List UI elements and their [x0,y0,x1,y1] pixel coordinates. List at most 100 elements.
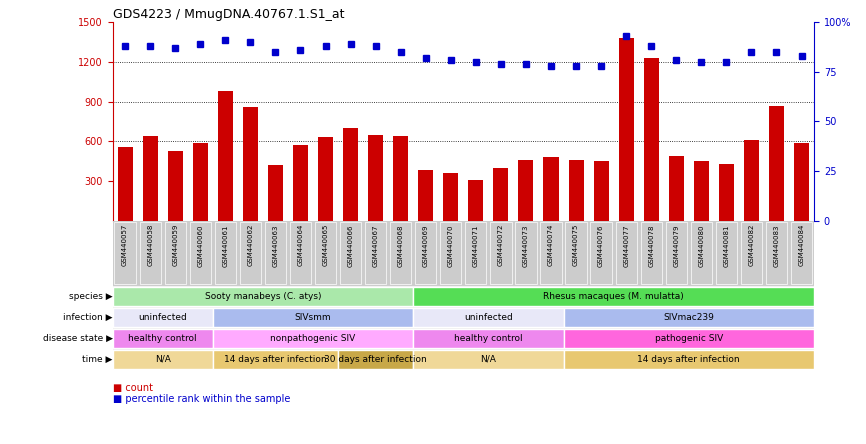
Bar [544,157,559,221]
FancyBboxPatch shape [490,222,512,284]
Text: N/A: N/A [155,355,171,364]
FancyBboxPatch shape [591,222,611,284]
FancyBboxPatch shape [290,222,311,284]
FancyBboxPatch shape [564,349,814,369]
Text: 14 days after infection: 14 days after infection [224,355,326,364]
FancyBboxPatch shape [113,329,213,348]
FancyBboxPatch shape [666,222,687,284]
FancyBboxPatch shape [413,308,564,327]
FancyBboxPatch shape [139,222,161,284]
FancyBboxPatch shape [515,222,537,284]
Text: GSM440062: GSM440062 [248,224,254,266]
Text: GSM440058: GSM440058 [147,224,153,266]
Text: GSM440074: GSM440074 [548,224,554,266]
Bar [469,180,483,221]
Text: GSM440063: GSM440063 [273,224,278,266]
Bar [744,140,759,221]
FancyBboxPatch shape [113,308,213,327]
FancyBboxPatch shape [691,222,712,284]
FancyBboxPatch shape [265,222,286,284]
Text: GSM440067: GSM440067 [372,224,378,266]
Text: GSM440075: GSM440075 [573,224,579,266]
Text: 30 days after infection: 30 days after infection [324,355,427,364]
Text: infection ▶: infection ▶ [63,313,113,321]
Bar [318,137,333,221]
Text: healthy control: healthy control [454,334,523,343]
Text: GSM440069: GSM440069 [423,224,429,266]
Text: ■ percentile rank within the sample: ■ percentile rank within the sample [113,394,290,404]
Bar [118,147,132,221]
Text: Rhesus macaques (M. mulatta): Rhesus macaques (M. mulatta) [543,292,684,301]
Text: GSM440068: GSM440068 [397,224,404,266]
Bar [193,143,208,221]
Text: GSM440083: GSM440083 [773,224,779,266]
FancyBboxPatch shape [415,222,436,284]
Text: GSM440084: GSM440084 [798,224,805,266]
Text: GSM440059: GSM440059 [172,224,178,266]
FancyBboxPatch shape [616,222,637,284]
Bar [443,173,458,221]
FancyBboxPatch shape [338,349,413,369]
Bar [719,164,734,221]
Text: GSM440071: GSM440071 [473,224,479,266]
Text: disease state ▶: disease state ▶ [42,334,113,343]
FancyBboxPatch shape [215,222,236,284]
Bar [568,160,584,221]
Text: GSM440072: GSM440072 [498,224,504,266]
Text: GSM440079: GSM440079 [673,224,679,266]
FancyBboxPatch shape [114,222,136,284]
Bar [669,156,684,221]
Text: GSM440082: GSM440082 [748,224,754,266]
FancyBboxPatch shape [413,349,564,369]
Bar [168,151,183,221]
Text: species ▶: species ▶ [69,292,113,301]
Text: ■ count: ■ count [113,383,152,393]
Bar [794,143,809,221]
Text: 14 days after infection: 14 days after infection [637,355,740,364]
FancyBboxPatch shape [440,222,462,284]
Text: Sooty manabeys (C. atys): Sooty manabeys (C. atys) [204,292,321,301]
FancyBboxPatch shape [791,222,812,284]
Bar [694,161,708,221]
Text: healthy control: healthy control [128,334,197,343]
Bar [643,58,659,221]
FancyBboxPatch shape [413,286,814,306]
FancyBboxPatch shape [740,222,762,284]
Text: GSM440076: GSM440076 [598,224,604,266]
FancyBboxPatch shape [340,222,361,284]
FancyBboxPatch shape [715,222,737,284]
Text: GSM440078: GSM440078 [649,224,654,266]
Bar [293,145,308,221]
FancyBboxPatch shape [390,222,411,284]
Text: GSM440066: GSM440066 [347,224,353,266]
Text: GSM440077: GSM440077 [624,224,629,266]
FancyBboxPatch shape [113,286,413,306]
FancyBboxPatch shape [413,329,564,348]
Bar [593,161,609,221]
Text: SIVmac239: SIVmac239 [663,313,714,321]
FancyBboxPatch shape [565,222,586,284]
FancyBboxPatch shape [315,222,336,284]
Bar [393,136,408,221]
Text: nonpathogenic SIV: nonpathogenic SIV [270,334,356,343]
Text: GSM440073: GSM440073 [523,224,529,266]
Text: N/A: N/A [481,355,496,364]
Text: GSM440065: GSM440065 [322,224,328,266]
FancyBboxPatch shape [766,222,787,284]
Bar [268,165,283,221]
Text: GSM440081: GSM440081 [723,224,729,266]
Bar [494,168,508,221]
FancyBboxPatch shape [240,222,261,284]
FancyBboxPatch shape [365,222,386,284]
Text: GSM440061: GSM440061 [223,224,229,266]
FancyBboxPatch shape [540,222,562,284]
Text: GSM440064: GSM440064 [298,224,303,266]
FancyBboxPatch shape [465,222,487,284]
Bar [618,38,634,221]
FancyBboxPatch shape [213,329,413,348]
Text: GSM440060: GSM440060 [197,224,204,266]
Bar [769,106,784,221]
Text: GSM440057: GSM440057 [122,224,128,266]
Text: uninfected: uninfected [464,313,513,321]
Bar [343,128,358,221]
